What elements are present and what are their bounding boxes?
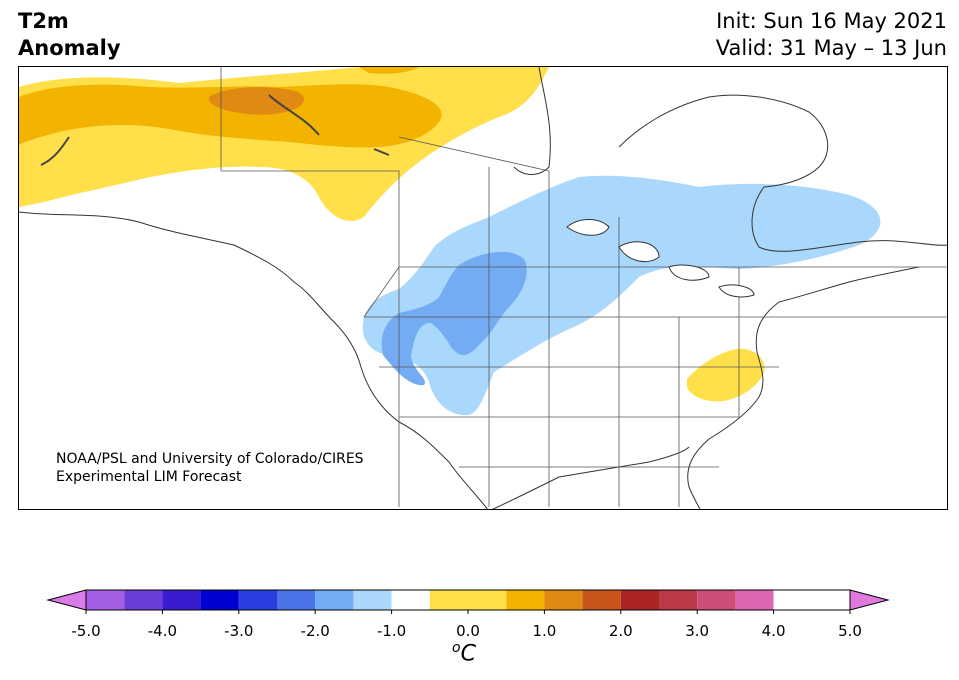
colorbar-segment [697, 590, 736, 610]
colorbar-tick-label: 1.0 [532, 622, 557, 640]
anomaly-warm-carolinas [687, 348, 765, 402]
colorbar-segment [620, 590, 659, 610]
anomaly-cool-intermountain [381, 251, 527, 386]
colorbar-tick-label: 3.0 [685, 622, 710, 640]
colorbar-tick-label: 2.0 [608, 622, 633, 640]
coastlines [19, 67, 947, 509]
map-panel: NOAA/PSL and University of Colorado/CIRE… [18, 66, 948, 510]
colorbar-tick-label: -2.0 [300, 622, 330, 640]
colorbar-segment [124, 590, 163, 610]
unit-celsius: C [460, 641, 476, 667]
anomaly-warm-yukon-strong [208, 87, 304, 115]
rivers [40, 94, 390, 166]
colorbar-tick-label: 0.0 [456, 622, 480, 640]
credit-line-1: NOAA/PSL and University of Colorado/CIRE… [56, 451, 364, 467]
colorbar-segment [315, 590, 354, 610]
anomaly-cool-canada-light [362, 175, 881, 416]
great-lakes [566, 219, 755, 298]
colorbar-segment [582, 590, 621, 610]
colorbar-over-arrow [849, 589, 890, 611]
colorbar-tick-label: -3.0 [224, 622, 254, 640]
title-line-2: Anomaly [18, 36, 121, 60]
colorbar-segment [200, 590, 239, 610]
forecast-dates: Init: Sun 16 May 2021 Valid: 31 May – 13… [716, 8, 947, 62]
colorbar-segment [391, 590, 430, 610]
colorbar-segment [544, 590, 583, 610]
colorbar-segment [277, 590, 316, 610]
colorbar-unit: oC [452, 640, 476, 666]
colorbar-segment [86, 590, 125, 610]
colorbar-segment [238, 590, 277, 610]
colorbar-segment [773, 590, 812, 610]
colorbar-tick-label: -4.0 [147, 622, 178, 640]
colorbar-segment [506, 590, 545, 610]
chart-title: T2m Anomaly [18, 8, 121, 62]
temperature-anomaly-map [19, 67, 947, 509]
valid-period: Valid: 31 May – 13 Jun [715, 36, 947, 60]
title-line-1: T2m [18, 9, 69, 33]
colorbar-tick-label: -5.0 [71, 622, 101, 640]
colorbar-tick-label: 5.0 [838, 622, 862, 640]
credit-line-2: Experimental LIM Forecast [56, 469, 242, 485]
colorbar-segment [735, 590, 774, 610]
colorbar-segment [811, 590, 850, 610]
colorbar-segment [659, 590, 698, 610]
colorbar-tick-label: -1.0 [376, 622, 407, 640]
colorbar-segment [162, 590, 201, 610]
colorbar-segment [429, 590, 507, 610]
colorbar [46, 589, 890, 614]
data-credit: NOAA/PSL and University of Colorado/CIRE… [56, 450, 364, 486]
unit-degree: o [452, 640, 461, 656]
colorbar-under-arrow [46, 589, 87, 611]
colorbar-tick-label: 4.0 [761, 622, 786, 640]
colorbar-segment [353, 590, 392, 610]
init-date: Init: Sun 16 May 2021 [716, 9, 947, 33]
